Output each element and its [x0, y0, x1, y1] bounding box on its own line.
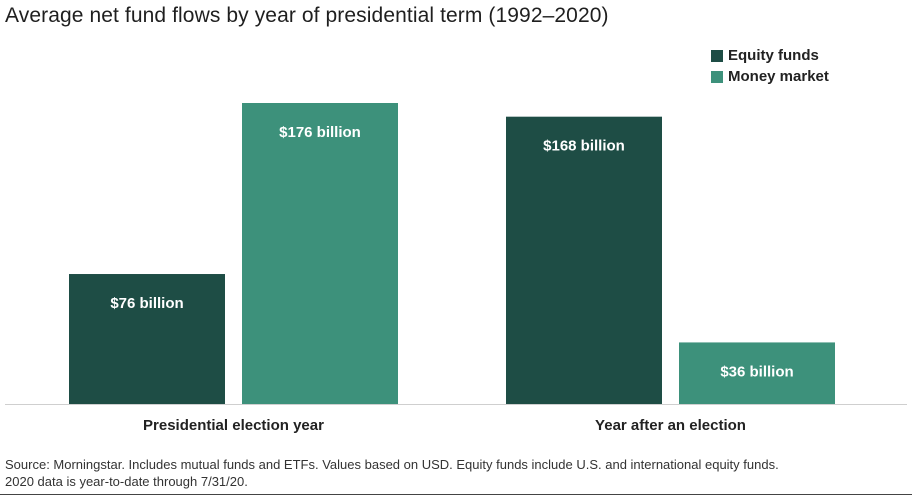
legend-item-money-market: Money market — [711, 66, 829, 87]
data-label-money-market-year-after-an-election: $36 billion — [720, 363, 793, 380]
category-label-presidential-election-year: Presidential election year — [143, 417, 324, 434]
data-label-equity-funds-year-after-an-election: $168 billion — [543, 138, 625, 155]
bar-equity-funds-presidential-election-year — [69, 274, 225, 404]
legend-swatch-equity-funds — [711, 49, 723, 62]
chart-title: Average net fund flows by year of presid… — [5, 4, 609, 27]
source-line-1: Source: Morningstar. Includes mutual fun… — [5, 457, 779, 472]
bottom-divider — [0, 494, 912, 495]
bar-money-market-presidential-election-year — [242, 103, 398, 404]
bar-equity-funds-year-after-an-election — [506, 116, 662, 404]
data-label-equity-funds-presidential-election-year: $76 billion — [110, 295, 183, 312]
bar-money-market-year-after-an-election — [679, 342, 835, 404]
bar-chart: $76 billion $176 billion Presidential elec… — [5, 103, 907, 434]
legend-label-money-market: Money market — [728, 68, 829, 85]
legend: Equity funds Money market — [711, 45, 829, 87]
source-line-2: 2020 data is year-to-date through 7/31/2… — [5, 474, 248, 489]
data-label-money-market-presidential-election-year: $176 billion — [279, 124, 361, 141]
legend-label-equity-funds: Equity funds — [728, 47, 819, 64]
source-note: Source: Morningstar. Includes mutual fun… — [5, 456, 905, 490]
legend-swatch-money-market — [711, 70, 723, 83]
category-label-year-after-an-election: Year after an election — [595, 417, 746, 434]
legend-item-equity-funds: Equity funds — [711, 45, 829, 66]
